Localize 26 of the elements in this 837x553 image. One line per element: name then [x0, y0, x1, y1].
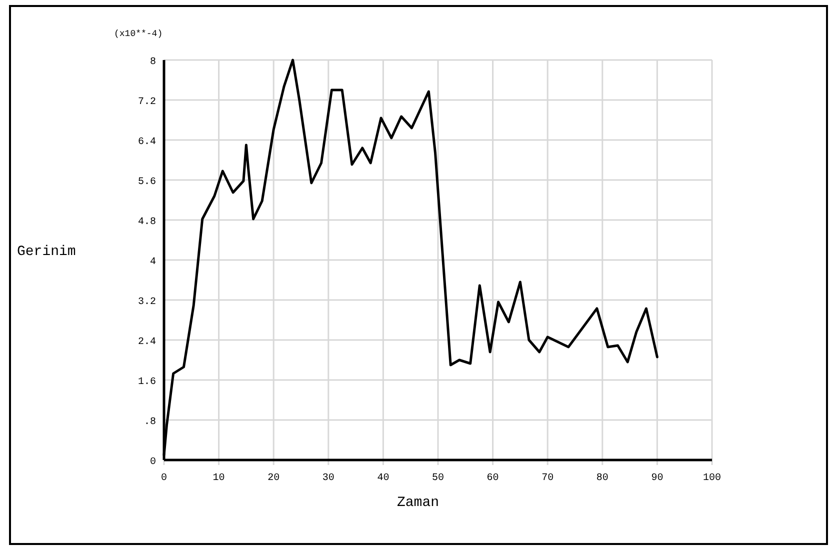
- line-series: [162, 58, 658, 456]
- x-tick-label: 70: [542, 473, 554, 484]
- y-tick-label: 2.4: [138, 337, 156, 348]
- x-tick-label: 20: [268, 473, 280, 484]
- y-tick-label: .8: [144, 417, 156, 428]
- y-tick-label: 1.6: [138, 377, 156, 388]
- x-tick-label: 40: [377, 473, 390, 484]
- x-tick-label: 30: [322, 473, 334, 484]
- y-tick-label: 4: [150, 257, 156, 268]
- x-tick-label: 100: [702, 473, 722, 484]
- y-tick-label: 6.4: [138, 137, 156, 148]
- y-tick-label: 5.6: [138, 177, 156, 188]
- x-tick-label: 80: [596, 473, 608, 484]
- y-tick-label: 8: [150, 57, 156, 68]
- x-axis-title: Zaman: [396, 495, 440, 511]
- x-tick-label: 50: [432, 473, 444, 484]
- y-tick-label: 0: [150, 457, 156, 468]
- y-tick-label: 3.2: [138, 297, 156, 308]
- y-axis-title: Gerinim: [17, 244, 76, 260]
- y-tick-label: 4.8: [138, 217, 156, 228]
- text: (x10**-4): [114, 29, 163, 39]
- y-tick-label: 7.2: [138, 97, 156, 108]
- x-tick-label: 90: [651, 473, 664, 484]
- x-tick-label: 10: [212, 473, 225, 484]
- x-tick-label: 60: [486, 473, 499, 484]
- x-tick-label: 0: [160, 473, 168, 484]
